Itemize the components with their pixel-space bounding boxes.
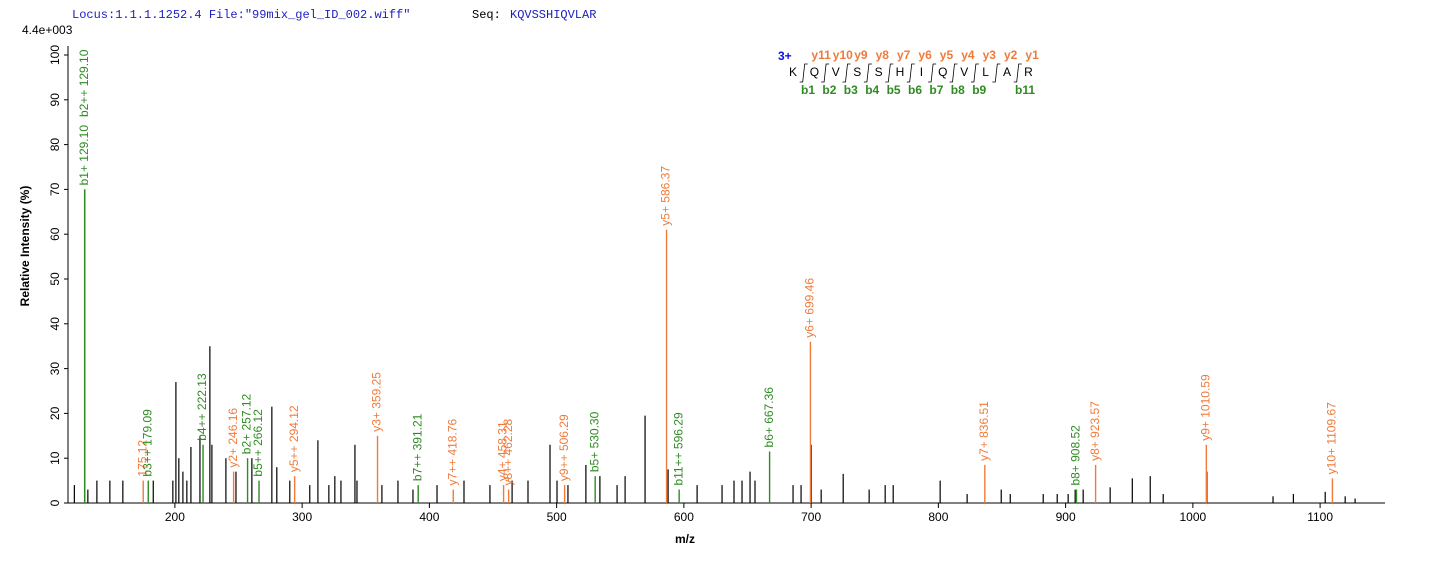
y-tick-label: 0 [48,499,62,506]
peak-label: y7+ 836.51 [977,401,991,461]
peak-label: y9+ 1010.59 [1199,374,1213,441]
y-tick-label: 20 [48,406,62,420]
cleavage-mark [1013,63,1022,83]
locus: Locus:1.1.1.1252.4 File:"99mix_gel_ID_00… [72,8,410,22]
residue: V [832,65,840,79]
max-intensity: 4.4e+003 [22,23,73,37]
residue: I [920,65,923,79]
x-tick-label: 500 [547,510,567,524]
y-tick-label: 100 [48,45,62,65]
b-ion: b5 [887,83,901,97]
residue: R [1024,65,1033,79]
y-tick-label: 60 [48,227,62,241]
x-tick-label: 1100 [1307,510,1333,524]
seq-label: Seq: [472,8,501,22]
b-ion: b2 [822,83,836,97]
y-tick-label: 10 [48,451,62,465]
y-ion: y5 [940,48,954,62]
y-tick-label: 90 [48,93,62,107]
peak-label: y8++ 462.28 [501,419,515,486]
x-axis-label: m/z [675,532,695,546]
y-ion: y10 [833,48,853,62]
cleavage-mark [863,63,872,83]
b-ion: b11 [1015,83,1035,97]
peak-label: b8+ 908.52 [1069,425,1083,486]
cleavage-mark [992,63,1001,83]
peak-label: b6+ 667.36 [762,387,776,448]
residue: S [875,65,883,79]
peak-label: b4++ 222.13 [195,373,209,441]
y-ion: y3 [983,48,997,62]
cleavage-mark [906,63,915,83]
peak-label: y2+ 246.16 [226,408,240,468]
peak-label: 175.12 [135,440,149,477]
residue: V [960,65,968,79]
residue: Q [938,65,947,79]
x-tick-label: 800 [928,510,948,524]
cleavage-mark [821,63,830,83]
residue: A [1003,65,1011,79]
peak-label: b1+ 129.10 [77,125,91,186]
y-ion: y6 [918,48,932,62]
charge: 3+ [778,49,792,63]
x-tick-label: 700 [801,510,821,524]
cleavage-mark [928,63,937,83]
b-ion: b9 [972,83,986,97]
b-ion: b4 [865,83,879,97]
cleavage-mark [970,63,979,83]
peak-label: b3++ 179.09 [140,409,154,477]
y-ion: y8 [876,48,890,62]
cleavage-mark [885,63,894,83]
b-ion: b3 [844,83,858,97]
y-tick-label: 30 [48,362,62,376]
cleavage-mark [799,63,808,83]
peak-label: y9++ 506.29 [557,414,571,481]
sequence: KQVSSHIQVLAR [510,8,596,22]
peak-label: y6+ 699.46 [803,278,817,338]
residue: H [896,65,905,79]
residue: L [982,65,989,79]
y-tick-label: 70 [48,182,62,196]
cleavage-mark [949,63,958,83]
peak-label: y4+ 458.31 [496,421,510,481]
b-ion: b8 [951,83,965,97]
peak-label: y8+ 923.57 [1088,401,1102,461]
peak-label: b7++ 391.21 [410,413,424,481]
peak-label: y7++ 418.76 [445,419,459,486]
x-tick-label: 600 [674,510,694,524]
x-tick-label: 1000 [1180,510,1207,524]
peak-label: b5++ 266.12 [251,409,265,477]
peak-label: b2+ 257.12 [240,393,254,454]
peak-label: y5++ 294.12 [287,405,301,472]
y-ion: y1 [1025,48,1039,62]
y-axis-label: Relative Intensity (%) [18,186,32,307]
y-ion: y7 [897,48,911,62]
residue: Q [810,65,819,79]
cleavage-mark [842,63,851,83]
y-ion: y9 [854,48,868,62]
y-ion: y2 [1004,48,1018,62]
peak-label: y5+ 586.37 [659,166,673,226]
x-tick-label: 300 [292,510,312,524]
b-ion: b7 [929,83,943,97]
y-tick-label: 80 [48,138,62,152]
b-ion: b6 [908,83,922,97]
x-tick-label: 200 [165,510,185,524]
residue: S [853,65,861,79]
y-tick-label: 40 [48,317,62,331]
y-tick-label: 50 [48,272,62,286]
residue: K [789,65,797,79]
b-ion: b1 [801,83,815,97]
y-ion: y4 [961,48,975,62]
y-ion: y11 [811,48,831,62]
x-tick-label: 400 [419,510,439,524]
peak-label: b2++ 129.10 [77,49,91,117]
peak-label: y3+ 359.25 [370,372,384,432]
peak-label: y10+ 1109.67 [1325,402,1339,475]
peak-label: b11++ 596.29 [671,412,685,486]
x-tick-label: 900 [1056,510,1076,524]
peak-label: b5+ 530.30 [587,411,601,472]
